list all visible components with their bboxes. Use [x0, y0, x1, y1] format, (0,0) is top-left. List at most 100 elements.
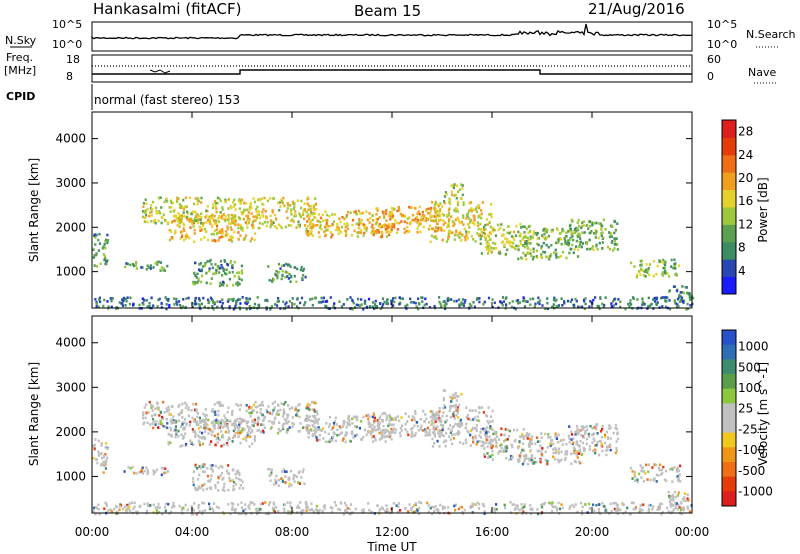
scatter-cell: [157, 426, 160, 429]
scatter-cell: [392, 223, 395, 227]
scatter-cell: [250, 411, 253, 415]
scatter-cell: [609, 443, 612, 447]
scatter-cell: [194, 420, 197, 424]
scatter-cell: [233, 230, 236, 234]
scatter-cell: [181, 402, 184, 406]
scatter-cell: [182, 506, 185, 510]
scatter-cell: [202, 265, 205, 268]
scatter-cell: [609, 502, 612, 506]
scatter-cell: [97, 249, 100, 252]
scatter-cell: [269, 219, 272, 222]
scatter-cell: [143, 211, 146, 214]
scatter-cell: [221, 228, 224, 231]
scatter-cell: [511, 503, 514, 506]
scatter-cell: [554, 457, 557, 461]
scatter-cell: [362, 223, 365, 226]
scatter-cell: [533, 456, 536, 460]
scatter-cell: [336, 222, 339, 226]
scatter-cell: [608, 247, 611, 251]
scatter-cell: [516, 428, 519, 432]
scatter-cell: [211, 224, 214, 227]
scatter-cell: [491, 450, 494, 453]
scatter-cell: [410, 206, 413, 209]
scatter-cell: [205, 424, 208, 427]
scatter-cell: [416, 216, 419, 219]
scatter-cell: [565, 242, 569, 246]
scatter-cell: [171, 220, 174, 224]
scatter-cell: [439, 429, 442, 433]
scatter-cell: [523, 503, 526, 506]
scatter-cell: [581, 305, 584, 309]
scatter-cell: [318, 433, 321, 437]
scatter-cell: [166, 264, 169, 268]
scatter-cell: [92, 256, 95, 259]
scatter-cell: [381, 412, 384, 416]
scatter-cell: [211, 468, 214, 471]
scatter-cell: [183, 421, 186, 424]
scatter-cell: [554, 447, 557, 450]
scatter-cell: [296, 297, 299, 300]
scatter-cell: [196, 213, 199, 217]
scatter-cell: [281, 274, 284, 277]
scatter-cell: [95, 458, 98, 461]
scatter-cell: [239, 202, 242, 205]
scatter-cell: [525, 258, 528, 261]
scatter-cell: [221, 214, 224, 218]
power-colorbar-label: Power [dB]: [756, 177, 770, 242]
scatter-cell: [378, 223, 381, 226]
scatter-cell: [460, 220, 463, 224]
scatter-cell: [622, 503, 625, 507]
scatter-cell: [385, 435, 388, 438]
scatter-cell: [508, 458, 511, 461]
scatter-cell: [668, 500, 671, 504]
scatter-cell: [355, 425, 358, 429]
scatter-cell: [675, 289, 678, 293]
scatter-cell: [593, 426, 596, 429]
scatter-cell: [469, 201, 473, 204]
scatter-cell: [269, 225, 272, 229]
scatter-cell: [222, 512, 226, 515]
scatter-cell: [239, 403, 242, 407]
scatter-cell: [362, 234, 365, 237]
scatter-cell: [344, 433, 347, 437]
scatter-cell: [190, 218, 193, 222]
scatter-cell: [200, 212, 203, 216]
scatter-cell: [523, 240, 527, 243]
scatter-cell: [209, 464, 212, 467]
scatter-cell: [241, 487, 245, 490]
scatter-cell: [247, 429, 250, 432]
scatter-cell: [166, 470, 169, 473]
scatter-cell: [482, 502, 485, 506]
scatter-cell: [106, 239, 110, 242]
scatter-cell: [195, 302, 198, 306]
scatter-cell: [294, 210, 297, 213]
scatter-cell: [239, 234, 242, 237]
freq-tick-bottom: 8: [66, 70, 73, 83]
scatter-cell: [652, 505, 655, 508]
scatter-cell: [215, 269, 218, 272]
scatter-cell: [549, 436, 552, 439]
scatter-cell: [453, 194, 456, 197]
scatter-cell: [403, 220, 406, 223]
scatter-cell: [344, 234, 348, 237]
scatter-cell: [95, 265, 99, 268]
scatter-cell: [184, 432, 187, 435]
scatter-cell: [305, 229, 308, 233]
scatter-cell: [154, 407, 157, 411]
scatter-cell: [194, 408, 197, 412]
scatter-cell: [343, 420, 346, 424]
scatter-cell: [243, 236, 246, 240]
scatter-cell: [238, 473, 241, 477]
scatter-cell: [411, 415, 414, 418]
scatter-cell: [534, 231, 537, 235]
scatter-cell: [318, 508, 321, 512]
scatter-cell: [239, 298, 242, 301]
scatter-cell: [540, 247, 543, 250]
scatter-cell: [434, 200, 437, 204]
scatter-cell: [161, 417, 164, 421]
scatter-cell: [385, 219, 388, 222]
scatter-cell: [677, 503, 680, 507]
scatter-cell: [230, 298, 233, 301]
scatter-cell: [504, 438, 507, 442]
scatter-cell: [417, 210, 420, 213]
